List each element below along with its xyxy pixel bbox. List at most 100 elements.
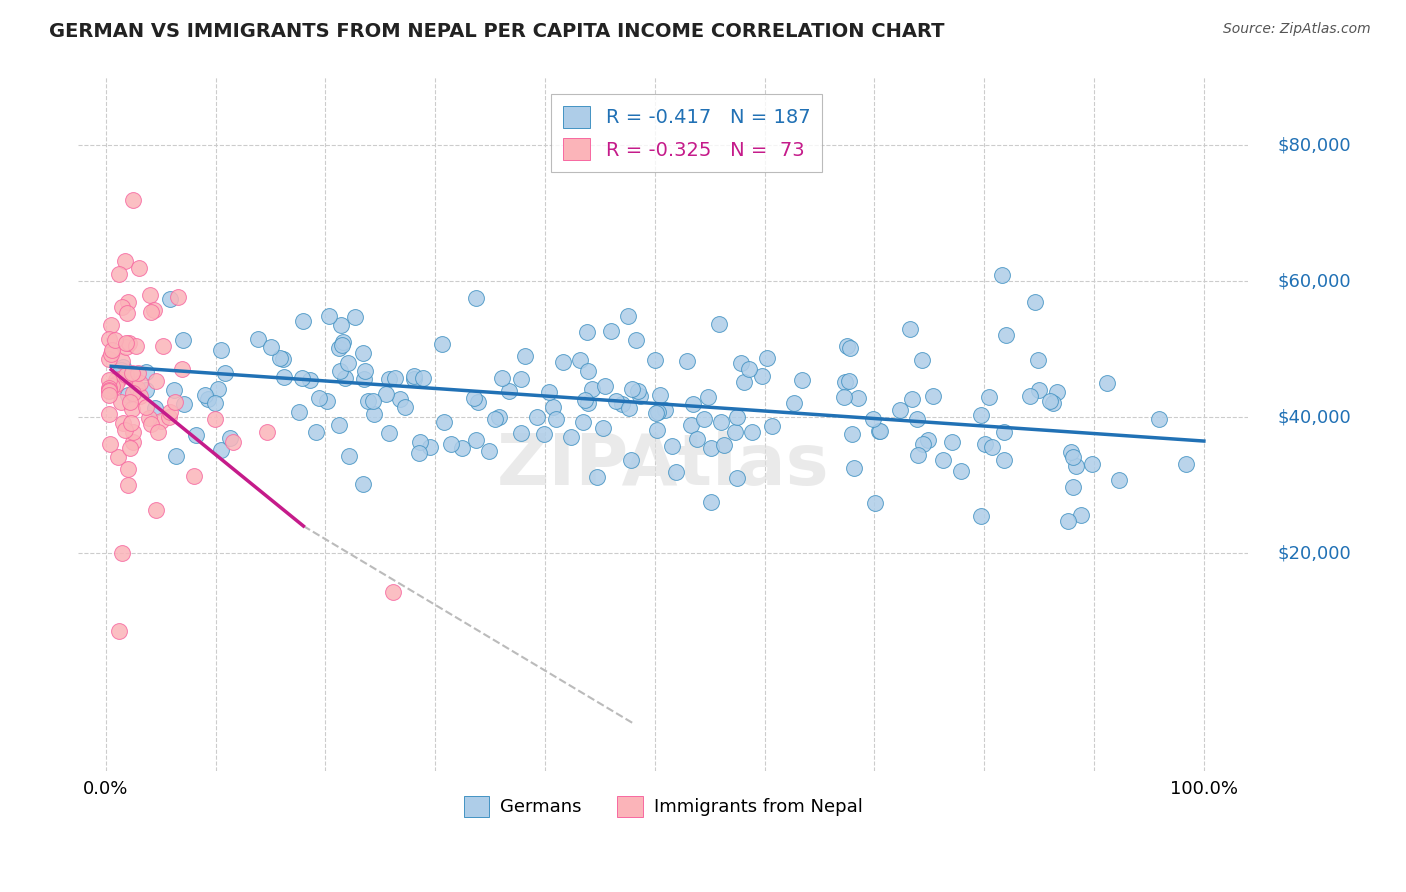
Point xyxy=(122,370,145,384)
Point xyxy=(409,435,432,450)
Point xyxy=(993,452,1015,467)
Y-axis label: Per Capita Income: Per Capita Income xyxy=(0,342,8,507)
Point xyxy=(357,393,380,408)
Point xyxy=(465,433,488,447)
Point xyxy=(751,369,773,384)
Point xyxy=(484,411,506,425)
Point xyxy=(135,400,157,414)
Point xyxy=(328,417,350,432)
Point xyxy=(755,351,778,366)
Point xyxy=(111,354,134,368)
Point xyxy=(586,469,609,483)
Point xyxy=(138,410,160,425)
Point xyxy=(352,477,374,491)
Point xyxy=(291,371,314,385)
Point xyxy=(889,403,911,417)
Point xyxy=(110,363,132,377)
Point xyxy=(120,395,142,409)
Point xyxy=(869,424,891,438)
Point xyxy=(101,343,124,358)
Point xyxy=(1081,457,1104,471)
Point xyxy=(450,441,472,455)
Point xyxy=(122,434,145,449)
Point xyxy=(204,412,226,426)
Point xyxy=(114,368,136,383)
Point xyxy=(167,290,190,304)
Point xyxy=(1062,450,1084,465)
Point xyxy=(697,390,720,404)
Point xyxy=(159,405,181,419)
Point xyxy=(1056,514,1078,528)
Point xyxy=(135,383,157,397)
Point xyxy=(98,384,121,398)
Point xyxy=(117,461,139,475)
Point xyxy=(699,441,721,455)
Point xyxy=(145,503,167,517)
Point xyxy=(515,349,537,363)
Point xyxy=(1174,457,1197,471)
Text: GERMAN VS IMMIGRANTS FROM NEPAL PER CAPITA INCOME CORRELATION CHART: GERMAN VS IMMIGRANTS FROM NEPAL PER CAPI… xyxy=(49,22,945,41)
Point xyxy=(560,430,582,444)
Point xyxy=(337,449,360,463)
Point xyxy=(172,333,194,347)
Point xyxy=(949,464,972,478)
Point xyxy=(898,321,921,335)
Point xyxy=(333,371,356,385)
Point xyxy=(619,401,641,415)
Point xyxy=(138,288,160,302)
Point xyxy=(665,465,688,479)
Point xyxy=(139,417,162,431)
Point xyxy=(260,340,283,354)
Point xyxy=(738,362,761,376)
Point xyxy=(165,449,187,463)
Point xyxy=(139,305,162,319)
Point xyxy=(970,409,993,423)
Text: $80,000: $80,000 xyxy=(1277,136,1351,154)
Point xyxy=(100,347,122,361)
Point xyxy=(1028,383,1050,397)
Point xyxy=(288,405,311,419)
Point xyxy=(844,461,866,475)
Point xyxy=(576,363,599,377)
Point xyxy=(246,332,269,346)
Point xyxy=(384,370,406,384)
Point xyxy=(408,446,430,460)
Point xyxy=(112,416,135,430)
Point xyxy=(194,388,217,402)
Point xyxy=(838,374,860,388)
Point xyxy=(574,392,596,407)
Point xyxy=(353,372,375,386)
Text: $20,000: $20,000 xyxy=(1277,544,1351,562)
Point xyxy=(330,338,353,352)
Point xyxy=(433,415,456,429)
Point xyxy=(478,444,501,458)
Point xyxy=(173,397,195,411)
Point xyxy=(730,356,752,370)
Point xyxy=(98,381,121,395)
Point xyxy=(381,584,404,599)
Point xyxy=(1039,394,1062,409)
Point xyxy=(901,392,924,407)
Point xyxy=(209,442,232,457)
Point xyxy=(204,396,226,410)
Point xyxy=(214,367,236,381)
Point xyxy=(115,335,138,350)
Point xyxy=(98,388,121,402)
Point xyxy=(710,416,733,430)
Point xyxy=(332,334,354,349)
Point xyxy=(1070,508,1092,522)
Point xyxy=(675,353,697,368)
Point xyxy=(404,368,426,383)
Point xyxy=(117,335,139,350)
Point xyxy=(146,425,169,439)
Point xyxy=(115,340,138,354)
Point xyxy=(207,382,229,396)
Point xyxy=(305,425,328,439)
Point xyxy=(533,426,555,441)
Point xyxy=(157,409,180,424)
Point xyxy=(553,355,575,369)
Point xyxy=(378,426,401,441)
Point xyxy=(917,433,939,447)
Point xyxy=(104,333,127,347)
Point xyxy=(593,379,616,393)
